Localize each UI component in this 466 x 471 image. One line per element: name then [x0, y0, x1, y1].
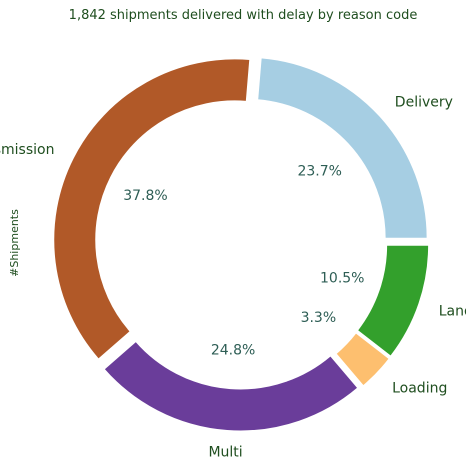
labels-group: Delivery 23.7% Transmission 37.8% Multi 24.8%…	[0, 94, 466, 460]
category-label-multi: Multi	[208, 444, 242, 460]
slice-transmission	[53, 58, 251, 360]
category-label-loading: Loading	[392, 380, 447, 396]
chart-title: 1,842 shipments delivered with delay by …	[69, 8, 418, 23]
category-label-landing: Landing	[439, 304, 466, 320]
value-label-landing: 10.5%	[320, 271, 364, 287]
slice-multi	[103, 340, 359, 432]
y-axis-label: #Shipments	[8, 209, 21, 277]
slice-landing	[356, 244, 430, 357]
value-label-delivery: 23.7%	[297, 164, 341, 180]
category-label-delivery: Delivery	[395, 94, 453, 110]
category-label-transmission: Transmission	[0, 142, 54, 158]
value-label-transmission: 37.8%	[123, 188, 167, 204]
value-label-multi: 24.8%	[211, 343, 255, 359]
slice-loading	[335, 332, 390, 387]
value-label-loading: 3.3%	[301, 310, 337, 326]
slices-group	[53, 57, 430, 432]
slice-delivery	[257, 57, 428, 239]
